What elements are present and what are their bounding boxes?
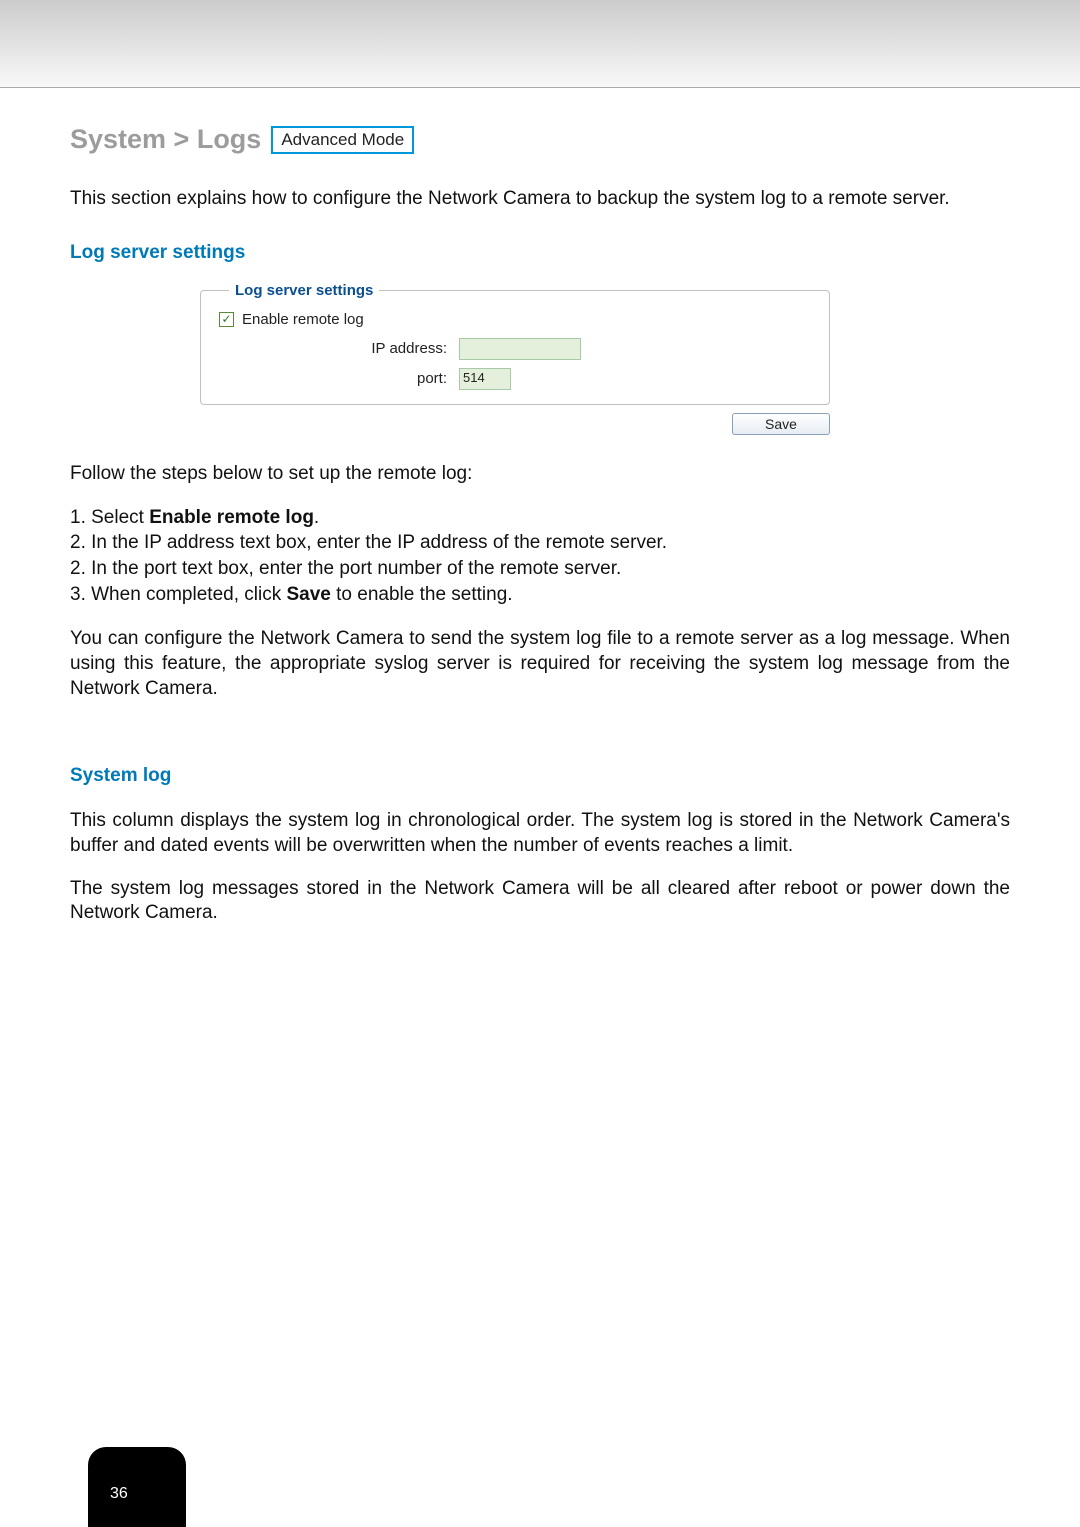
system-log-title: System log <box>70 765 1010 787</box>
port-row: port: 514 <box>219 368 811 390</box>
ip-address-label: IP address: <box>219 340 459 357</box>
log-server-fieldset-wrap: Log server settings ✓ Enable remote log … <box>200 282 830 405</box>
step-3-prefix: 3. When completed, click <box>70 584 286 605</box>
log-server-settings-title: Log server settings <box>70 242 1010 264</box>
step-1-prefix: 1. Select <box>70 507 149 528</box>
intro-paragraph: This section explains how to configure t… <box>70 187 1010 212</box>
step-1: 1. Select Enable remote log. <box>70 505 1010 531</box>
step-2: 2. In the IP address text box, enter the… <box>70 530 1010 556</box>
enable-remote-log-row: ✓ Enable remote log <box>219 311 811 328</box>
step-1-suffix: . <box>314 507 319 528</box>
enable-remote-log-label: Enable remote log <box>242 311 364 328</box>
ip-address-row: IP address: <box>219 338 811 360</box>
log-server-legend: Log server settings <box>229 282 379 299</box>
log-server-fieldset: Log server settings ✓ Enable remote log … <box>200 282 830 405</box>
step-3-suffix: to enable the setting. <box>331 584 513 605</box>
breadcrumb: System > Logs <box>70 124 261 155</box>
save-button[interactable]: Save <box>732 413 830 435</box>
system-log-p1: This column displays the system log in c… <box>70 809 1010 858</box>
page-content: System > Logs Advanced Mode This section… <box>0 88 1080 926</box>
follow-steps-intro: Follow the steps below to set up the rem… <box>70 463 1010 485</box>
step-3-bold: Save <box>286 584 330 605</box>
remote-log-paragraph: You can configure the Network Camera to … <box>70 627 1010 701</box>
step-2b: 2. In the port text box, enter the port … <box>70 556 1010 582</box>
enable-remote-log-checkbox[interactable]: ✓ <box>219 312 234 327</box>
heading-row: System > Logs Advanced Mode <box>70 124 1010 155</box>
page-header-gradient <box>0 0 1080 88</box>
save-row: Save <box>200 413 830 435</box>
system-log-p2: The system log messages stored in the Ne… <box>70 877 1010 926</box>
ip-address-input[interactable] <box>459 338 581 360</box>
steps-list: 1. Select Enable remote log. 2. In the I… <box>70 505 1010 608</box>
step-3: 3. When completed, click Save to enable … <box>70 582 1010 608</box>
page-number: 36 <box>110 1485 128 1503</box>
advanced-mode-badge: Advanced Mode <box>271 126 414 154</box>
port-input[interactable]: 514 <box>459 368 511 390</box>
page-number-tab: 36 <box>88 1447 186 1527</box>
step-1-bold: Enable remote log <box>149 507 314 528</box>
port-label: port: <box>219 370 459 387</box>
